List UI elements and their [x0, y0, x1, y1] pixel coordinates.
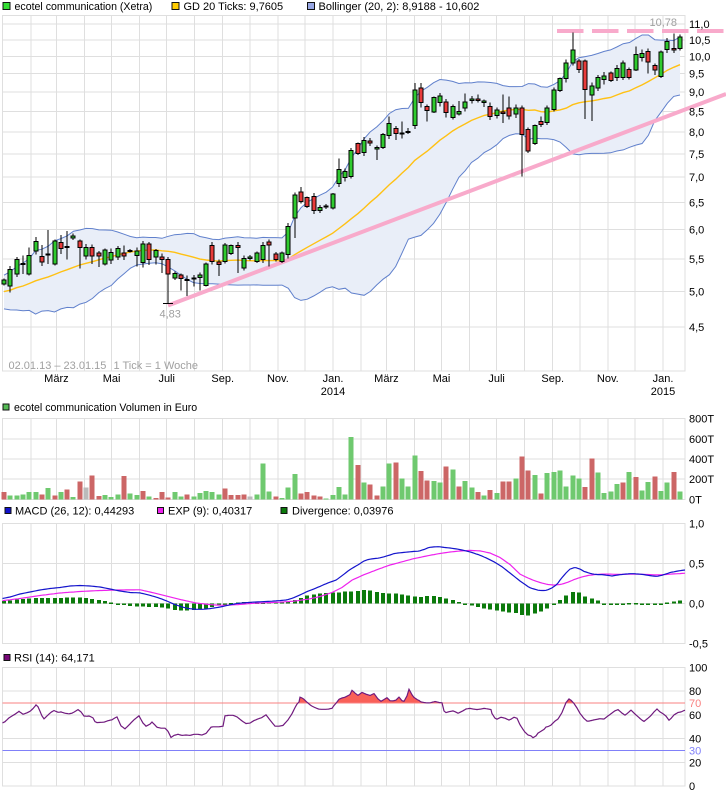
svg-text:RSI (14): 64,171: RSI (14): 64,171 — [14, 653, 95, 665]
svg-text:0T: 0T — [689, 495, 702, 507]
svg-text:Nov.: Nov. — [267, 373, 289, 385]
svg-text:5,5: 5,5 — [689, 254, 704, 266]
svg-text:Mai: Mai — [433, 373, 451, 385]
svg-text:6,5: 6,5 — [689, 197, 704, 209]
svg-text:Juli: Juli — [158, 373, 175, 385]
svg-text:1,0: 1,0 — [689, 519, 704, 531]
svg-text:März: März — [374, 373, 398, 385]
svg-text:4,5: 4,5 — [689, 322, 704, 334]
svg-text:80: 80 — [689, 686, 701, 698]
svg-text:Jan.: Jan. — [653, 373, 674, 385]
svg-text:11,0: 11,0 — [689, 19, 710, 31]
svg-text:EXP (9): 0,40317: EXP (9): 0,40317 — [168, 506, 252, 518]
svg-text:0: 0 — [689, 781, 695, 793]
svg-text:Juli: Juli — [488, 373, 505, 385]
svg-text:MACD (26, 12): 0,44293: MACD (26, 12): 0,44293 — [15, 506, 134, 518]
svg-text:30: 30 — [689, 746, 701, 758]
svg-text:ecotel communication Volumen i: ecotel communication Volumen in Euro — [14, 402, 197, 414]
svg-text:0,0: 0,0 — [689, 599, 704, 611]
svg-text:2015: 2015 — [651, 386, 675, 398]
svg-text:200T: 200T — [689, 474, 714, 486]
svg-text:Mai: Mai — [103, 373, 121, 385]
svg-text:0,5: 0,5 — [689, 559, 704, 571]
svg-text:10,78: 10,78 — [649, 17, 677, 29]
svg-text:100: 100 — [689, 663, 707, 675]
svg-text:Jan.: Jan. — [323, 373, 344, 385]
svg-text:400T: 400T — [689, 454, 714, 466]
svg-text:GD 20 Ticks: 9,7605: GD 20 Ticks: 9,7605 — [184, 1, 284, 13]
svg-text:40: 40 — [689, 734, 701, 746]
svg-text:20: 20 — [689, 757, 701, 769]
svg-text:1 Tick = 1 Woche: 1 Tick = 1 Woche — [114, 360, 198, 372]
svg-text:9,0: 9,0 — [689, 87, 704, 99]
svg-text:70: 70 — [689, 698, 701, 710]
svg-text:2014: 2014 — [321, 386, 345, 398]
svg-text:7,5: 7,5 — [689, 149, 704, 161]
svg-text:10,5: 10,5 — [689, 35, 710, 47]
svg-text:Divergence: 0,03976: Divergence: 0,03976 — [292, 506, 394, 518]
svg-text:02.01.13 – 23.01.15: 02.01.13 – 23.01.15 — [9, 360, 107, 372]
svg-text:5,0: 5,0 — [689, 286, 704, 298]
svg-text:Sep.: Sep. — [541, 373, 564, 385]
svg-text:8,5: 8,5 — [689, 106, 704, 118]
svg-text:-0,5: -0,5 — [689, 639, 708, 651]
svg-text:Nov.: Nov. — [597, 373, 619, 385]
svg-text:800T: 800T — [689, 414, 714, 426]
svg-text:9,5: 9,5 — [689, 69, 704, 81]
svg-text:Bollinger (20, 2): 8,9188 - 10: Bollinger (20, 2): 8,9188 - 10,602 — [319, 1, 480, 13]
svg-text:Sep.: Sep. — [211, 373, 234, 385]
svg-text:8,0: 8,0 — [689, 127, 704, 139]
svg-text:März: März — [44, 373, 68, 385]
svg-text:60: 60 — [689, 710, 701, 722]
svg-text:6,0: 6,0 — [689, 225, 704, 237]
svg-text:7,0: 7,0 — [689, 172, 704, 184]
svg-text:600T: 600T — [689, 434, 714, 446]
svg-text:ecotel communication (Xetra): ecotel communication (Xetra) — [15, 1, 153, 13]
svg-text:10,0: 10,0 — [689, 51, 710, 63]
svg-text:4,83: 4,83 — [160, 309, 181, 321]
